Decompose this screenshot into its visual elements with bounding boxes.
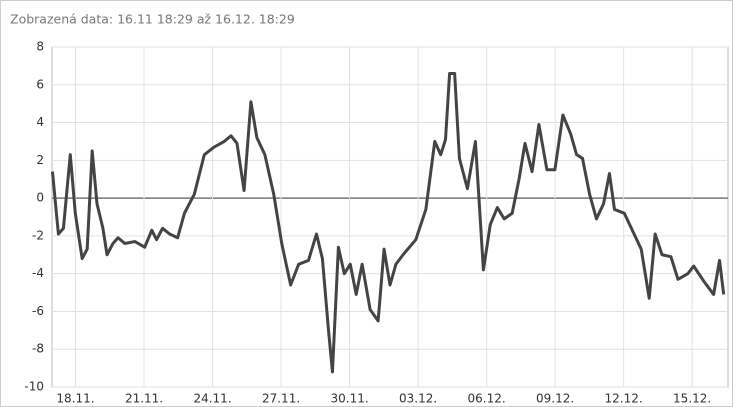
y-tick-label: 6 bbox=[36, 77, 44, 91]
y-tick-label: 8 bbox=[36, 40, 44, 54]
x-tick-label: 09.12. bbox=[536, 392, 574, 406]
x-tick-label: 12.12. bbox=[605, 392, 643, 406]
y-tick-label: 4 bbox=[36, 115, 44, 129]
chart-title: Zobrazená data: 16.11 18:29 až 16.12. 18… bbox=[10, 12, 295, 27]
x-tick-label: 30.11. bbox=[330, 392, 368, 406]
x-tick-label: 27.11. bbox=[262, 392, 300, 406]
y-tick-label: -10 bbox=[24, 380, 44, 394]
x-tick-label: 06.12. bbox=[468, 392, 506, 406]
y-tick-label: 2 bbox=[36, 153, 44, 167]
y-tick-label: -6 bbox=[32, 304, 44, 318]
y-tick-label: 0 bbox=[36, 191, 44, 205]
x-tick-label: 03.12. bbox=[399, 392, 437, 406]
y-tick-label: -8 bbox=[32, 342, 44, 356]
x-tick-label: 21.11. bbox=[125, 392, 163, 406]
x-tick-label: 18.11. bbox=[56, 392, 94, 406]
y-tick-label: -4 bbox=[32, 266, 44, 280]
data-line bbox=[50, 71, 726, 374]
plot-area bbox=[51, 46, 729, 388]
x-tick-label: 15.12. bbox=[673, 392, 711, 406]
y-tick-label: -2 bbox=[32, 228, 44, 242]
x-tick-label: 24.11. bbox=[193, 392, 231, 406]
